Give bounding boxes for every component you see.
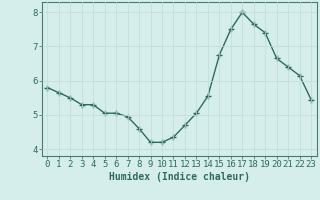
X-axis label: Humidex (Indice chaleur): Humidex (Indice chaleur) [109,172,250,182]
